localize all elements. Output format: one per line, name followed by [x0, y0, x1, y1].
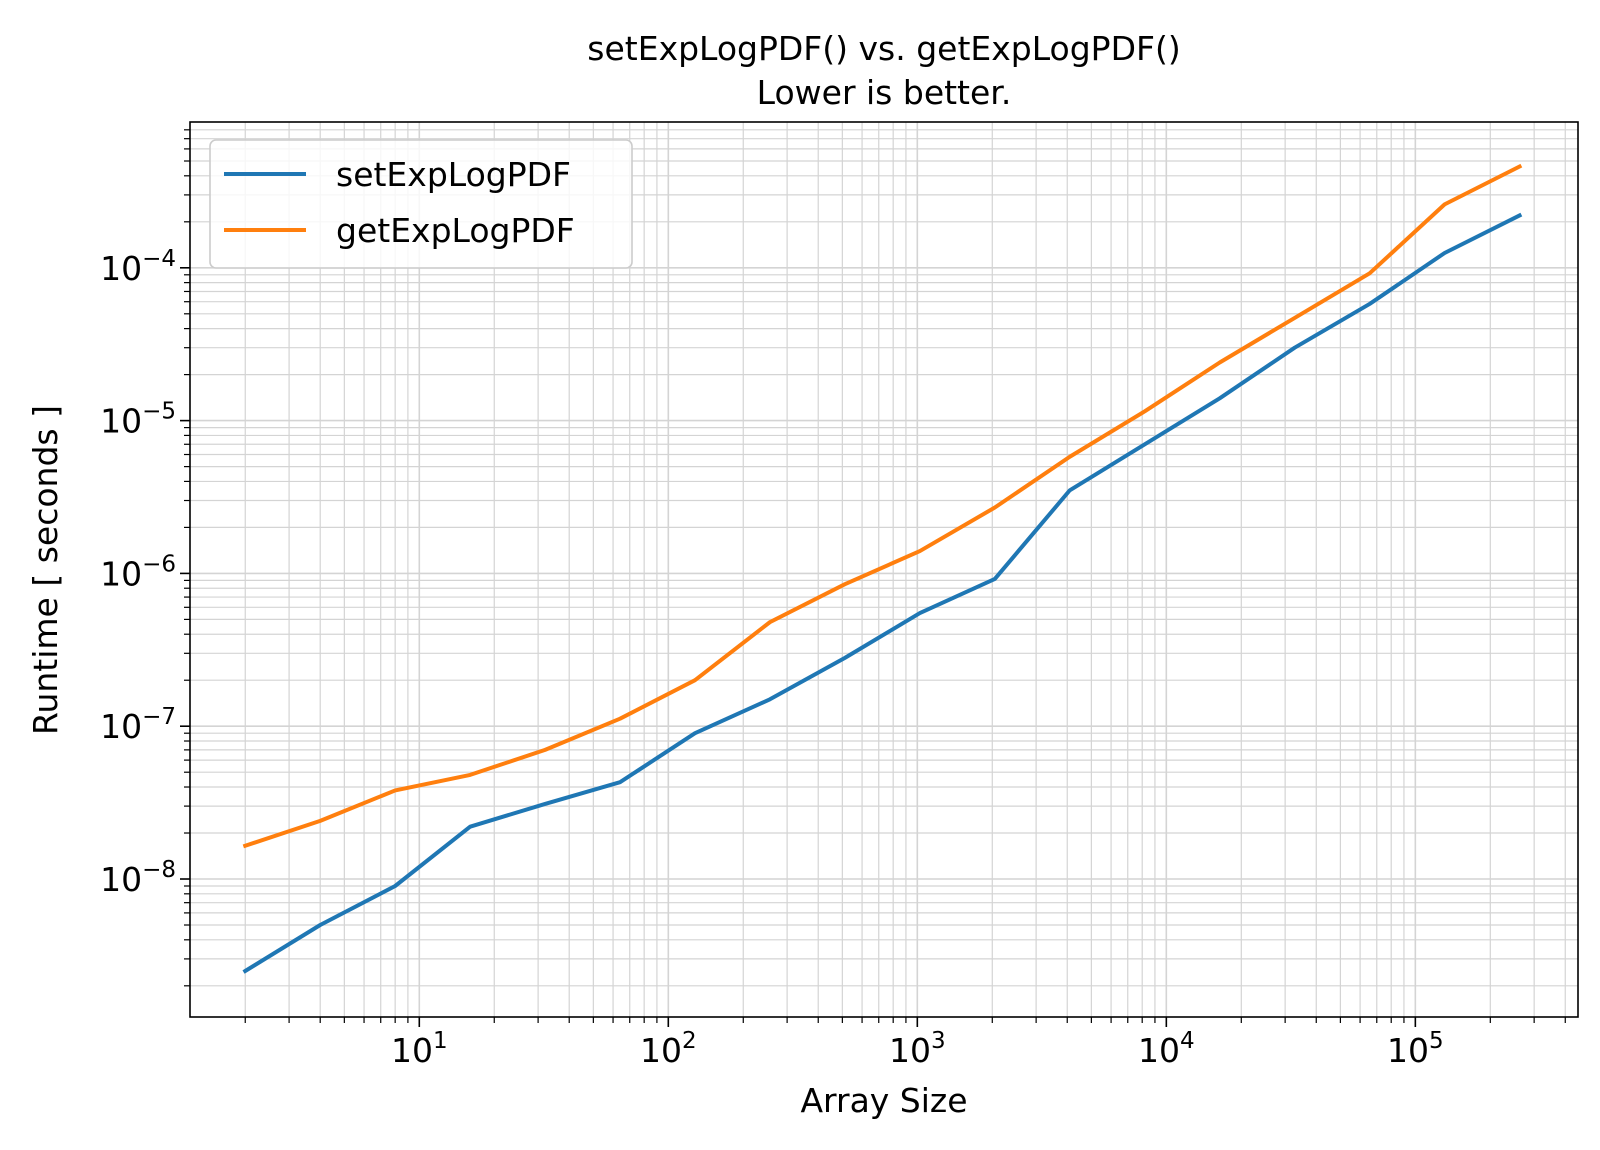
y-tick-label: 10−5 [100, 399, 176, 441]
legend-box [209, 139, 633, 269]
y-tick-label: 10−6 [100, 551, 176, 593]
y-tick-label: 10−8 [100, 857, 176, 899]
y-tick-label: 10−4 [100, 246, 176, 288]
x-tick-labels: 101 102 103 104 105 [391, 1028, 1444, 1070]
chart-subtitle: Lower is better. [757, 73, 1012, 112]
y-axis-label: Runtime [ seconds ] [26, 405, 65, 735]
series-line-getexplogpdf [242, 163, 1523, 849]
x-tick-label: 101 [391, 1028, 448, 1070]
y-tick-labels: 10−8 10−7 10−6 10−5 10−4 [100, 246, 176, 899]
legend: setExpLogPDF getExpLogPDF [209, 139, 633, 269]
chart-title: setExpLogPDF() vs. getExpLogPDF() [587, 29, 1180, 68]
series-lines [242, 163, 1523, 974]
x-tick-label: 103 [889, 1028, 946, 1070]
x-axis-label: Array Size [800, 1081, 967, 1120]
series-line-setexplogpdf [242, 212, 1523, 974]
plot-frame [189, 121, 1579, 1018]
legend-label-setexplogpdf: setExpLogPDF [336, 155, 571, 194]
x-tick-label: 104 [1138, 1028, 1195, 1070]
legend-label-getexplogpdf: getExpLogPDF [336, 211, 575, 250]
axis-ticks [180, 129, 1566, 1027]
minor-gridlines [190, 122, 1578, 1017]
y-tick-label: 10−7 [100, 704, 176, 746]
x-tick-label: 105 [1387, 1028, 1444, 1070]
x-tick-label: 102 [640, 1028, 697, 1070]
